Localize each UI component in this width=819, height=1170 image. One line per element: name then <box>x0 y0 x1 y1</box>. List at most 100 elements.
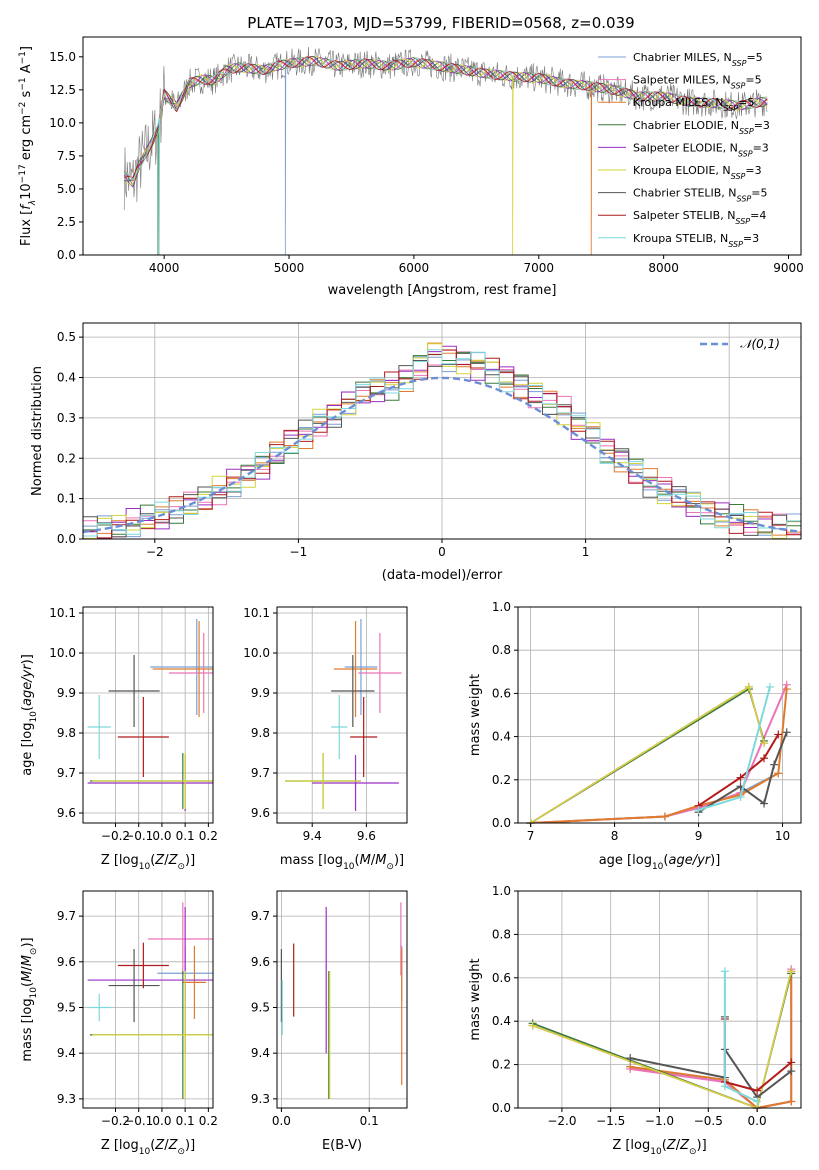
x-axis-label: Z [log10(Z/Z⊙)] <box>612 1138 706 1157</box>
y-tick-label: 0.6 <box>492 686 511 700</box>
y-tick-label: 9.8 <box>57 726 76 740</box>
y-tick-label: 9.9 <box>57 686 76 700</box>
x-tick-label: 0.0 <box>272 1114 291 1128</box>
x-tick-label: 0.0 <box>152 1114 171 1128</box>
y-tick-label: 9.7 <box>251 766 270 780</box>
spectrum-panel: 4000 5000 6000 7000 8000 9000 0.0 2.5 5.0 7.5 10.0… <box>18 36 804 298</box>
mass-vs-ebv-panel: 0.0 0.1 9.3 9.4 9.5 9.6 9.7 E(B-V) <box>251 890 408 1153</box>
x-tick-label: 8000 <box>648 261 679 275</box>
x-tick-label: −1 <box>290 545 308 559</box>
mass-weight-line <box>530 687 765 823</box>
x-axis-label: (data-model)/error <box>382 568 503 583</box>
x-tick-label: −1.0 <box>645 1114 674 1128</box>
y-tick-label: 9.7 <box>57 766 76 780</box>
x-tick-label: −0.1 <box>124 829 153 843</box>
y-tick-label: 0.0 <box>492 1101 511 1115</box>
y-tick-label: 9.7 <box>57 909 76 923</box>
y-axis-label: mass weight <box>468 958 483 1040</box>
y-tick-label: 0.4 <box>57 371 76 385</box>
x-tick-label: 0.1 <box>176 1114 195 1128</box>
x-tick-label: −0.1 <box>124 1114 153 1128</box>
y-tick-label: 0.8 <box>492 643 511 657</box>
model-spectrum-line <box>124 56 768 255</box>
residuals-panel: −2 −1 0 1 2 0.0 0.1 0.2 0.3 0.4 0.5 (data-model)/er… <box>30 322 802 583</box>
mass-weight-line <box>697 733 780 807</box>
y-tick-label: 9.3 <box>57 1092 76 1106</box>
y-tick-label: 0.4 <box>492 1014 511 1028</box>
legend-entry: Salpeter MILES, NSSP=5 <box>633 74 762 91</box>
legend-entry: Kroupa ELODIE, NSSP=3 <box>633 164 762 181</box>
axes-frame <box>82 36 802 256</box>
mass-weight-line <box>530 772 779 823</box>
x-tick-label: 0.1 <box>176 829 195 843</box>
y-tick-label: 7.5 <box>57 149 76 163</box>
weight-vs-metallicity-panel: −2.0 −1.5 −1.0 −0.5 0.0 0.0 0.2 0.4 0.6 0.8 1.0 Z [… <box>468 884 802 1157</box>
age-vs-mass-panel: 9.4 9.6 9.6 9.7 9.8 9.9 10.0 10.1 mass [log10(M/… <box>243 606 408 872</box>
model-spectrum-line <box>124 56 768 182</box>
y-axis-label: Normed distribution <box>30 366 45 496</box>
mass-weight-line <box>530 684 788 823</box>
y-tick-label: 0.1 <box>57 492 76 506</box>
y-tick-label: 15.0 <box>49 50 76 64</box>
x-tick-label: 1 <box>582 545 590 559</box>
x-tick-label: 0.2 <box>199 829 218 843</box>
y-tick-label: 2.5 <box>57 215 76 229</box>
axes-frame <box>82 606 214 824</box>
y-tick-label: 9.4 <box>57 1046 76 1060</box>
x-tick-label: 7000 <box>524 261 555 275</box>
y-tick-label: 0.4 <box>492 730 511 744</box>
legend-entry: Kroupa STELIB, NSSP=3 <box>633 232 759 249</box>
x-tick-label: 8 <box>611 829 619 843</box>
legend-entry: Chabrier STELIB, NSSP=5 <box>633 187 767 204</box>
mass-weight-line <box>532 971 792 1108</box>
axes-frame <box>82 890 214 1109</box>
y-tick-label: 0.2 <box>492 773 511 787</box>
x-tick-label: −0.2 <box>101 829 130 843</box>
x-tick-label: 0.0 <box>748 1114 767 1128</box>
y-tick-label: 10.1 <box>243 606 270 620</box>
x-tick-label: −1.5 <box>596 1114 625 1128</box>
y-tick-label: 1.0 <box>492 600 511 614</box>
y-tick-label: 1.0 <box>492 884 511 898</box>
x-tick-label: 7 <box>527 829 535 843</box>
mass-weight-line <box>530 689 788 823</box>
age-vs-metallicity-panel: −0.2−0.1 0.0 0.1 0.2 9.6 9.7 9.8 9.9 10.0 10.1 Z [… <box>20 606 218 872</box>
legend-entry: 𝒩(0,1) <box>740 337 780 351</box>
y-tick-label: 0.2 <box>492 1058 511 1072</box>
x-tick-label: 0.2 <box>199 1114 218 1128</box>
y-axis-label: Flux [fλ10−17 erg cm−2 s−1 A−1] <box>18 46 38 246</box>
legend-entry: Chabrier MILES, NSSP=5 <box>633 51 763 68</box>
histogram-step <box>83 352 801 539</box>
x-tick-label: 10 <box>775 829 790 843</box>
x-tick-label: −0.2 <box>101 1114 130 1128</box>
x-tick-label: −0.5 <box>694 1114 723 1128</box>
y-tick-label: 9.6 <box>57 806 76 820</box>
y-tick-label: 0.2 <box>57 451 76 465</box>
mass-weight-line <box>530 685 765 823</box>
mass-weight-line <box>532 973 792 1108</box>
x-tick-label: 6000 <box>399 261 430 275</box>
y-tick-label: 5.0 <box>57 182 76 196</box>
x-tick-label: 9.6 <box>357 829 376 843</box>
x-axis-label: Z [log10(Z/Z⊙)] <box>101 1138 195 1157</box>
legend-entry: Kroupa MILES, NSSP=5 <box>633 96 754 113</box>
y-tick-label: 0.0 <box>492 816 511 830</box>
x-tick-label: 0 <box>438 545 446 559</box>
y-tick-label: 9.5 <box>251 1000 270 1014</box>
x-tick-label: −2 <box>146 545 164 559</box>
x-axis-label: mass [log10(M/M⊙)] <box>280 853 404 872</box>
y-tick-label: 9.7 <box>251 909 270 923</box>
y-tick-label: 9.8 <box>251 726 270 740</box>
mass-weight-line <box>630 969 793 1108</box>
x-axis-label: wavelength [Angstrom, rest frame] <box>328 283 557 298</box>
figure-title: PLATE=1703, MJD=53799, FIBERID=0568, z=0… <box>247 14 634 32</box>
y-tick-label: 12.5 <box>49 83 76 97</box>
legend-entry: Salpeter ELODIE, NSSP=3 <box>633 141 769 158</box>
x-tick-label: 2 <box>725 545 733 559</box>
mass-weight-line <box>629 1016 792 1099</box>
weight-vs-age-panel: 7 8 9 10 0.0 0.2 0.4 0.6 0.8 1.0 age [log10(age/yr… <box>468 600 802 872</box>
mass-weight-line <box>723 971 758 1103</box>
axes-frame <box>517 606 802 824</box>
y-tick-label: 9.6 <box>251 806 270 820</box>
